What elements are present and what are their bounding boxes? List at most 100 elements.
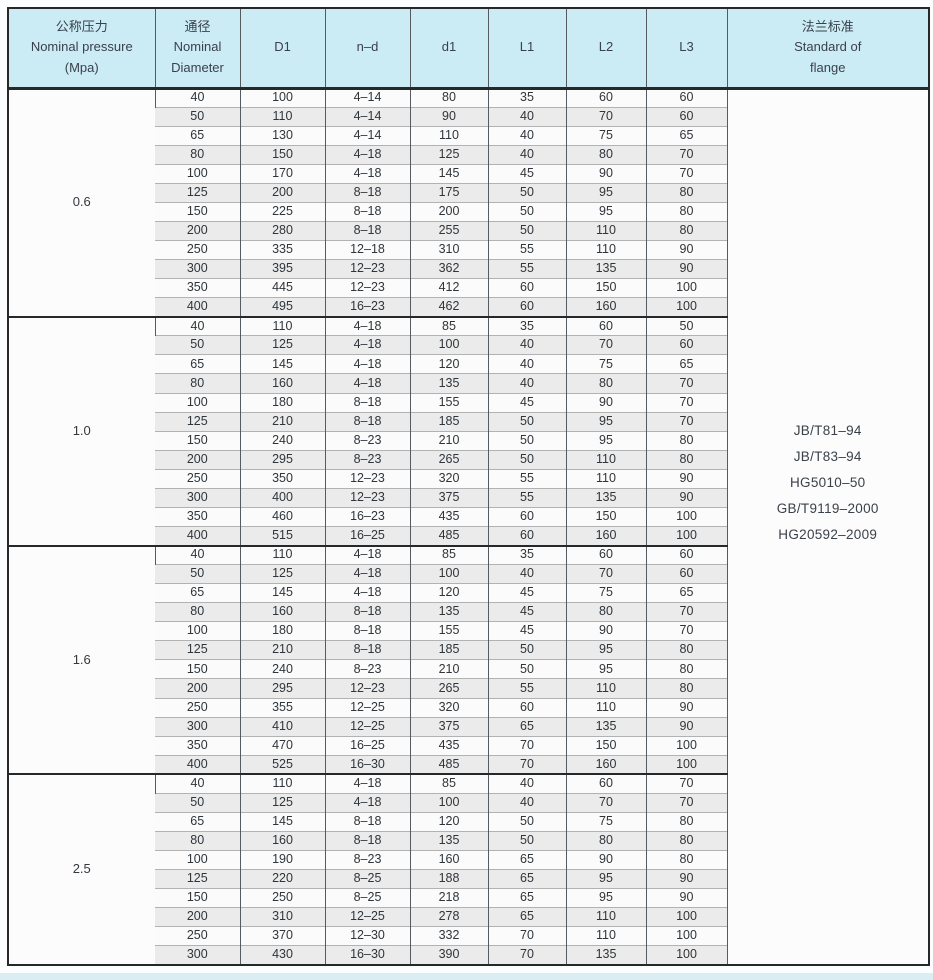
table-cell: 515 — [239, 525, 325, 546]
table-cell: 278 — [409, 907, 488, 927]
table-cell: 70 — [645, 411, 727, 432]
table-cell: 355 — [239, 697, 325, 718]
table-cell: 412 — [409, 278, 488, 298]
table-cell: 160 — [565, 297, 646, 317]
table-cell: 200 — [155, 449, 240, 470]
table-cell: 130 — [239, 125, 325, 146]
header-row: 公称压力 Nominal pressure (Mpa) 通径 Nominal D… — [8, 8, 929, 90]
table-cell: 65 — [155, 125, 240, 146]
table-cell: 4–18 — [324, 354, 410, 374]
table-cell: 60 — [645, 564, 727, 584]
table-cell: 375 — [409, 716, 488, 737]
table-cell: 190 — [239, 849, 325, 870]
table-cell: 100 — [645, 735, 727, 756]
table-row: 65 145 4–18 120 40 75 65 — [8, 354, 929, 374]
table-row: 100 190 8–23 160 65 90 80 — [8, 849, 929, 870]
table-cell: 50 — [487, 430, 566, 451]
table-cell: 70 — [487, 754, 566, 775]
table-cell: 8–23 — [324, 849, 410, 870]
table-cell: 100 — [239, 87, 325, 108]
table-row: 80 150 4–18 125 40 80 70 — [8, 144, 929, 165]
table-cell: 240 — [239, 430, 325, 451]
table-row: 250 350 12–23 320 55 110 90 — [8, 468, 929, 489]
table-row: 150 240 8–23 210 50 95 80 — [8, 659, 929, 679]
table-row: 1.6 40 110 4–18 85 35 60 60 — [8, 544, 929, 775]
table-row: 50 110 4–14 90 40 70 60 — [8, 106, 929, 127]
table-cell: 35 — [487, 544, 566, 565]
table-cell: 70 — [645, 392, 727, 413]
table-cell: 125 — [409, 144, 488, 165]
table-cell: 70 — [565, 106, 646, 127]
table-cell: 65 — [645, 583, 727, 603]
table-cell: 370 — [239, 926, 325, 946]
table-cell: 485 — [409, 525, 488, 546]
table-cell: 160 — [239, 373, 325, 393]
table-cell: 135 — [409, 373, 488, 393]
table-cell: 200 — [155, 907, 240, 927]
table-cell: 320 — [409, 468, 488, 489]
table-row: 80 160 8–18 135 50 80 80 — [8, 830, 929, 851]
table-row: 300 410 12–25 375 65 135 90 — [8, 716, 929, 737]
table-cell: 110 — [565, 926, 646, 946]
table-cell: 145 — [239, 811, 325, 832]
table-cell: 70 — [645, 621, 727, 641]
standard-item: HG20592–2009 — [778, 526, 878, 542]
table-cell: 100 — [645, 907, 727, 927]
table-cell: 460 — [239, 506, 325, 527]
table-cell: 400 — [239, 487, 325, 508]
table-row: 300 430 16–30 390 70 135 100 — [8, 945, 929, 965]
table-cell: 50 — [487, 220, 566, 241]
table-cell: 320 — [409, 697, 488, 718]
table-cell: 80 — [645, 659, 727, 679]
table-cell: 100 — [409, 792, 488, 813]
table-cell: 80 — [155, 830, 240, 851]
table-cell: 4–18 — [324, 564, 410, 584]
table-cell: 375 — [409, 487, 488, 508]
table-cell: 350 — [155, 735, 240, 756]
col-header-nominal-pressure: 公称压力 Nominal pressure (Mpa) — [8, 8, 155, 90]
table-cell: 8–18 — [324, 411, 410, 432]
table-cell: 40 — [154, 315, 240, 336]
table-cell: 45 — [487, 392, 566, 413]
table-cell: 110 — [565, 239, 646, 260]
table-row: 250 335 12–18 310 55 110 90 — [8, 239, 929, 260]
table-cell: 280 — [239, 220, 325, 241]
table-cell: 125 — [239, 335, 325, 355]
table-cell: 4–18 — [324, 163, 410, 184]
table-cell: 390 — [409, 945, 488, 965]
table-cell: 90 — [645, 716, 727, 737]
table-cell: 4–14 — [324, 87, 410, 108]
table-cell: 125 — [155, 411, 240, 432]
table-cell: 210 — [239, 640, 325, 660]
table-cell: 80 — [645, 678, 727, 698]
table-cell: 65 — [645, 354, 727, 374]
table-cell: 80 — [565, 144, 646, 165]
table-cell: 100 — [155, 621, 240, 641]
table-cell: 435 — [409, 506, 488, 527]
table-cell: 95 — [565, 430, 646, 451]
table-cell: 95 — [565, 869, 646, 889]
table-cell: 8–25 — [324, 869, 410, 889]
table-cell: 4–18 — [324, 335, 410, 355]
table-row: 50 125 4–18 100 40 70 60 — [8, 335, 929, 355]
table-cell: 110 — [565, 220, 646, 241]
table-cell: 100 — [645, 506, 727, 527]
table-cell: 95 — [565, 201, 646, 222]
table-cell: 40 — [487, 335, 566, 355]
table-body: 0.6 40 100 4–14 80 35 60 60 JB/T81–94 JB/T83–94 HG… — [8, 87, 929, 965]
table-row: 200 280 8–18 255 50 110 80 — [8, 220, 929, 241]
page-bottom-strip — [0, 973, 933, 980]
table-row: 50 125 4–18 100 40 70 70 — [8, 792, 929, 813]
table-cell: 60 — [645, 544, 727, 565]
table-cell: 12–25 — [324, 907, 410, 927]
table-cell: 265 — [409, 449, 488, 470]
table-cell: 75 — [565, 354, 646, 374]
table-cell: 60 — [487, 525, 566, 546]
table-cell: 80 — [409, 87, 488, 108]
table-cell: 120 — [409, 583, 488, 603]
table-cell: 80 — [645, 849, 727, 870]
table-cell: 310 — [239, 907, 325, 927]
table-cell: 95 — [565, 659, 646, 679]
table-cell: 16–30 — [324, 945, 410, 965]
table-cell: 210 — [409, 659, 488, 679]
